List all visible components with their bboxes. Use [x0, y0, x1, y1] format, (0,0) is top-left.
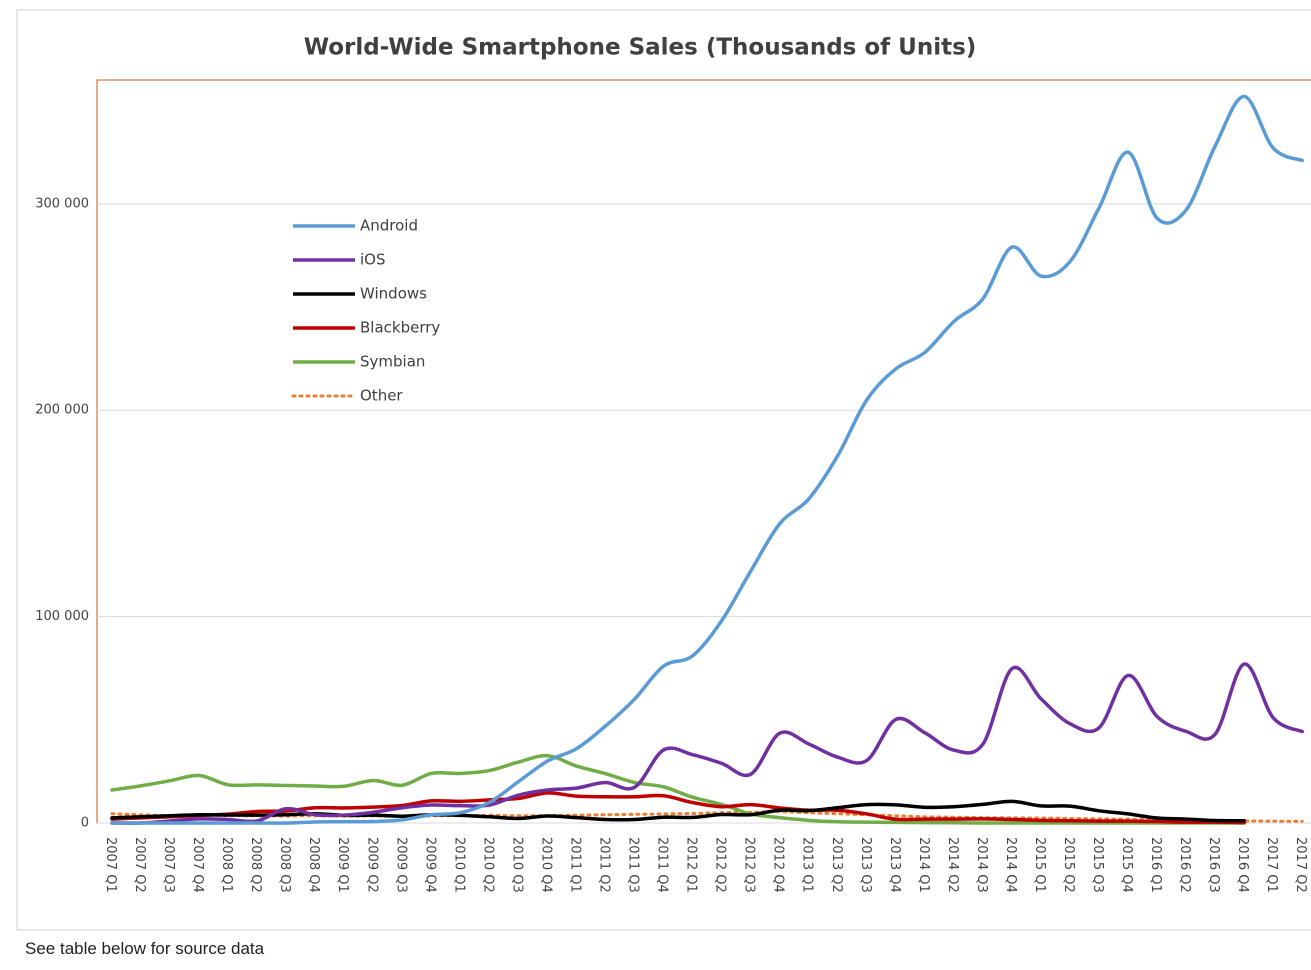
- legend-label: Symbian: [360, 353, 425, 371]
- x-tick-label: 2016 Q1: [1148, 837, 1163, 893]
- legend-label: Windows: [360, 285, 427, 303]
- x-tick-label: 2016 Q4: [1235, 837, 1250, 893]
- x-tick-label: 2009 Q3: [393, 837, 408, 893]
- legend-label: iOS: [360, 251, 386, 269]
- x-tick-label: 2013 Q2: [829, 837, 844, 893]
- y-tick-label: 100 000: [35, 609, 89, 624]
- x-tick-label: 2016 Q2: [1177, 837, 1192, 893]
- x-tick-label: 2010 Q3: [509, 837, 524, 893]
- chart-frame: [16, 9, 1311, 931]
- x-tick-label: 2007 Q4: [190, 837, 205, 893]
- x-tick-label: 2012 Q2: [713, 837, 728, 893]
- x-tick-label: 2017 Q2: [1293, 837, 1308, 893]
- series-line: [110, 94, 1304, 825]
- x-tick-label: 2008 Q4: [306, 837, 321, 893]
- x-tick-label: 2015 Q4: [1119, 837, 1134, 893]
- x-tick-label: 2015 Q2: [1061, 837, 1076, 893]
- x-tick-label: 2012 Q4: [771, 837, 786, 893]
- series-line: [110, 799, 1246, 823]
- y-tick-label: 200 000: [35, 403, 89, 418]
- x-tick-label: 2008 Q2: [248, 837, 263, 893]
- x-tick-label: 2008 Q3: [277, 837, 292, 893]
- legend-label: Blackberry: [360, 319, 440, 337]
- x-tick-label: 2010 Q4: [538, 837, 553, 893]
- x-tick-label: 2011 Q2: [597, 837, 612, 893]
- legend-label: Other: [360, 387, 403, 405]
- x-tick-label: 2016 Q3: [1206, 837, 1221, 893]
- x-tick-label: 2014 Q1: [916, 837, 931, 893]
- x-tick-label: 2015 Q1: [1032, 837, 1047, 893]
- y-tick-label: 0: [81, 816, 89, 831]
- x-tick-label: 2017 Q1: [1264, 837, 1279, 893]
- chart-title: World-Wide Smartphone Sales (Thousands o…: [304, 35, 977, 61]
- series-line: [110, 810, 1304, 823]
- x-tick-label: 2010 Q1: [451, 837, 466, 893]
- series-line: [110, 753, 1246, 825]
- x-tick-label: 2014 Q3: [974, 837, 989, 893]
- x-tick-label: 2012 Q3: [742, 837, 757, 893]
- x-tick-label: 2010 Q2: [480, 837, 495, 893]
- x-tick-label: 2012 Q1: [684, 837, 699, 893]
- x-tick-label: 2007 Q3: [161, 837, 176, 893]
- x-tick-label: 2008 Q1: [219, 837, 234, 893]
- x-tick-label: 2013 Q4: [887, 837, 902, 893]
- x-tick-label: 2013 Q3: [858, 837, 873, 893]
- x-tick-label: 2007 Q2: [132, 837, 147, 893]
- x-tick-label: 2014 Q2: [945, 837, 960, 893]
- series-line: [110, 662, 1304, 825]
- x-tick-label: 2011 Q4: [655, 837, 670, 893]
- x-tick-label: 2013 Q1: [800, 837, 815, 893]
- x-tick-label: 2011 Q3: [626, 837, 641, 893]
- legend-label: Android: [360, 217, 418, 235]
- x-tick-label: 2015 Q3: [1090, 837, 1105, 893]
- x-tick-label: 2011 Q1: [567, 837, 582, 893]
- x-tick-label: 2007 Q1: [103, 837, 118, 893]
- plot-border: [96, 79, 1311, 824]
- chart: World-Wide Smartphone Sales (Thousands o…: [16, 9, 1311, 931]
- footer: See table below for source data: [25, 939, 265, 958]
- x-tick-label: 2009 Q2: [364, 837, 379, 893]
- x-tick-label: 2014 Q4: [1003, 837, 1018, 893]
- x-tick-label: 2009 Q1: [335, 837, 350, 893]
- x-tick-label: 2009 Q4: [422, 837, 437, 893]
- y-tick-label: 300 000: [35, 196, 89, 211]
